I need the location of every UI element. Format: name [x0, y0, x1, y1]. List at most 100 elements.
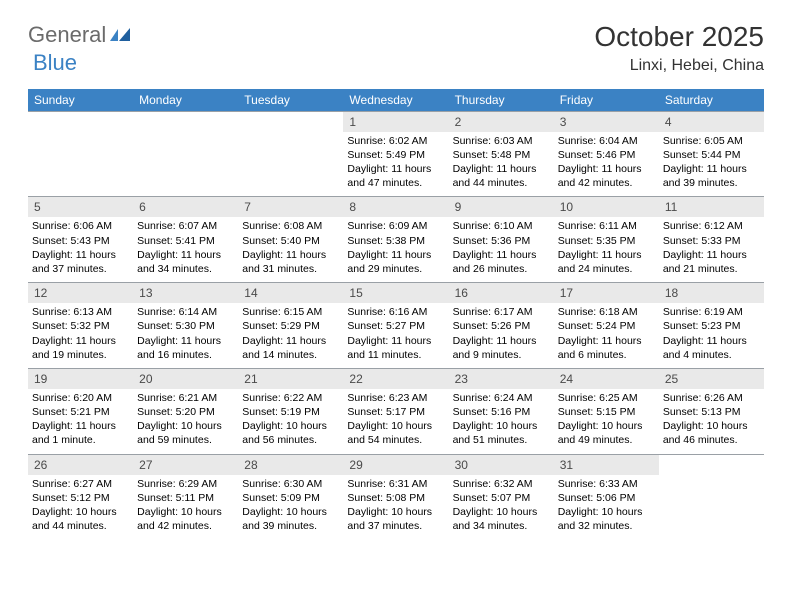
daylight-text: Daylight: 11 hours — [558, 162, 655, 176]
sunset-text: Sunset: 5:26 PM — [453, 319, 550, 333]
daylight-text: and 44 minutes. — [32, 519, 129, 533]
sunset-text: Sunset: 5:49 PM — [347, 148, 444, 162]
daylight-text: Daylight: 11 hours — [242, 334, 339, 348]
sunset-text: Sunset: 5:17 PM — [347, 405, 444, 419]
daylight-text: Daylight: 11 hours — [32, 334, 129, 348]
sunrise-text: Sunrise: 6:08 AM — [242, 219, 339, 233]
sunrise-text: Sunrise: 6:17 AM — [453, 305, 550, 319]
sunrise-text: Sunrise: 6:05 AM — [663, 134, 760, 148]
daylight-text: Daylight: 10 hours — [242, 419, 339, 433]
daylight-text: Daylight: 10 hours — [453, 505, 550, 519]
day-info-cell: Sunrise: 6:02 AMSunset: 5:49 PMDaylight:… — [343, 132, 448, 197]
day-number-cell: 2 — [449, 111, 554, 132]
daylight-text: Daylight: 10 hours — [558, 419, 655, 433]
day-info-cell: Sunrise: 6:14 AMSunset: 5:30 PMDaylight:… — [133, 303, 238, 368]
sunrise-text: Sunrise: 6:31 AM — [347, 477, 444, 491]
weekday-header: Saturday — [659, 89, 764, 112]
daylight-text: Daylight: 11 hours — [32, 248, 129, 262]
day-number-cell: 1 — [343, 111, 448, 132]
sunrise-text: Sunrise: 6:13 AM — [32, 305, 129, 319]
day-number-cell: 5 — [28, 197, 133, 218]
day-number-cell: 15 — [343, 283, 448, 304]
header: General October 2025 Linxi, Hebei, China — [28, 22, 764, 75]
sunset-text: Sunset: 5:09 PM — [242, 491, 339, 505]
day-info-cell: Sunrise: 6:10 AMSunset: 5:36 PMDaylight:… — [449, 217, 554, 282]
weekday-header: Thursday — [449, 89, 554, 112]
daylight-text: and 51 minutes. — [453, 433, 550, 447]
day-number-row: 567891011 — [28, 197, 764, 218]
daylight-text: and 14 minutes. — [242, 348, 339, 362]
sunset-text: Sunset: 5:23 PM — [663, 319, 760, 333]
sunrise-text: Sunrise: 6:15 AM — [242, 305, 339, 319]
day-info-cell: Sunrise: 6:31 AMSunset: 5:08 PMDaylight:… — [343, 475, 448, 540]
day-info-cell: Sunrise: 6:04 AMSunset: 5:46 PMDaylight:… — [554, 132, 659, 197]
weekday-header: Friday — [554, 89, 659, 112]
weekday-header: Sunday — [28, 89, 133, 112]
daylight-text: and 21 minutes. — [663, 262, 760, 276]
day-info-cell: Sunrise: 6:13 AMSunset: 5:32 PMDaylight:… — [28, 303, 133, 368]
day-info-cell: Sunrise: 6:05 AMSunset: 5:44 PMDaylight:… — [659, 132, 764, 197]
sunrise-text: Sunrise: 6:06 AM — [32, 219, 129, 233]
logo: General — [28, 22, 134, 48]
daylight-text: and 46 minutes. — [663, 433, 760, 447]
day-info-cell: Sunrise: 6:08 AMSunset: 5:40 PMDaylight:… — [238, 217, 343, 282]
day-number-cell: 20 — [133, 368, 238, 389]
day-info-cell: Sunrise: 6:17 AMSunset: 5:26 PMDaylight:… — [449, 303, 554, 368]
day-number-cell — [659, 454, 764, 475]
daylight-text: Daylight: 11 hours — [453, 334, 550, 348]
day-number-row: 12131415161718 — [28, 283, 764, 304]
weekday-header: Monday — [133, 89, 238, 112]
sunset-text: Sunset: 5:21 PM — [32, 405, 129, 419]
day-number-cell: 26 — [28, 454, 133, 475]
sunset-text: Sunset: 5:44 PM — [663, 148, 760, 162]
sunset-text: Sunset: 5:48 PM — [453, 148, 550, 162]
sunrise-text: Sunrise: 6:30 AM — [242, 477, 339, 491]
sunrise-text: Sunrise: 6:29 AM — [137, 477, 234, 491]
sunrise-text: Sunrise: 6:02 AM — [347, 134, 444, 148]
daylight-text: and 49 minutes. — [558, 433, 655, 447]
daylight-text: and 4 minutes. — [663, 348, 760, 362]
daylight-text: and 1 minute. — [32, 433, 129, 447]
day-info-cell: Sunrise: 6:06 AMSunset: 5:43 PMDaylight:… — [28, 217, 133, 282]
weekday-header: Tuesday — [238, 89, 343, 112]
day-number-cell: 8 — [343, 197, 448, 218]
daylight-text: Daylight: 10 hours — [137, 505, 234, 519]
day-info-cell — [659, 475, 764, 540]
day-info-cell: Sunrise: 6:27 AMSunset: 5:12 PMDaylight:… — [28, 475, 133, 540]
day-number-cell: 7 — [238, 197, 343, 218]
sunrise-text: Sunrise: 6:12 AM — [663, 219, 760, 233]
daylight-text: Daylight: 10 hours — [663, 419, 760, 433]
sunset-text: Sunset: 5:36 PM — [453, 234, 550, 248]
day-info-cell: Sunrise: 6:30 AMSunset: 5:09 PMDaylight:… — [238, 475, 343, 540]
sunrise-text: Sunrise: 6:20 AM — [32, 391, 129, 405]
daylight-text: Daylight: 11 hours — [137, 248, 234, 262]
daylight-text: Daylight: 11 hours — [453, 162, 550, 176]
daylight-text: and 26 minutes. — [453, 262, 550, 276]
daylight-text: and 47 minutes. — [347, 176, 444, 190]
day-info-cell: Sunrise: 6:15 AMSunset: 5:29 PMDaylight:… — [238, 303, 343, 368]
day-number-row: 262728293031 — [28, 454, 764, 475]
sunrise-text: Sunrise: 6:18 AM — [558, 305, 655, 319]
sunrise-text: Sunrise: 6:04 AM — [558, 134, 655, 148]
day-info-cell: Sunrise: 6:03 AMSunset: 5:48 PMDaylight:… — [449, 132, 554, 197]
sunset-text: Sunset: 5:27 PM — [347, 319, 444, 333]
day-info-cell: Sunrise: 6:29 AMSunset: 5:11 PMDaylight:… — [133, 475, 238, 540]
daylight-text: Daylight: 11 hours — [347, 162, 444, 176]
day-number-cell: 19 — [28, 368, 133, 389]
day-number-cell: 12 — [28, 283, 133, 304]
sunset-text: Sunset: 5:16 PM — [453, 405, 550, 419]
day-info-row: Sunrise: 6:27 AMSunset: 5:12 PMDaylight:… — [28, 475, 764, 540]
sunset-text: Sunset: 5:41 PM — [137, 234, 234, 248]
day-info-cell: Sunrise: 6:33 AMSunset: 5:06 PMDaylight:… — [554, 475, 659, 540]
sunrise-text: Sunrise: 6:09 AM — [347, 219, 444, 233]
sunset-text: Sunset: 5:13 PM — [663, 405, 760, 419]
day-number-cell: 23 — [449, 368, 554, 389]
day-number-cell: 21 — [238, 368, 343, 389]
daylight-text: Daylight: 10 hours — [347, 419, 444, 433]
sunset-text: Sunset: 5:43 PM — [32, 234, 129, 248]
sunset-text: Sunset: 5:07 PM — [453, 491, 550, 505]
day-info-cell: Sunrise: 6:23 AMSunset: 5:17 PMDaylight:… — [343, 389, 448, 454]
day-number-cell — [133, 111, 238, 132]
sunrise-text: Sunrise: 6:27 AM — [32, 477, 129, 491]
day-number-cell: 29 — [343, 454, 448, 475]
